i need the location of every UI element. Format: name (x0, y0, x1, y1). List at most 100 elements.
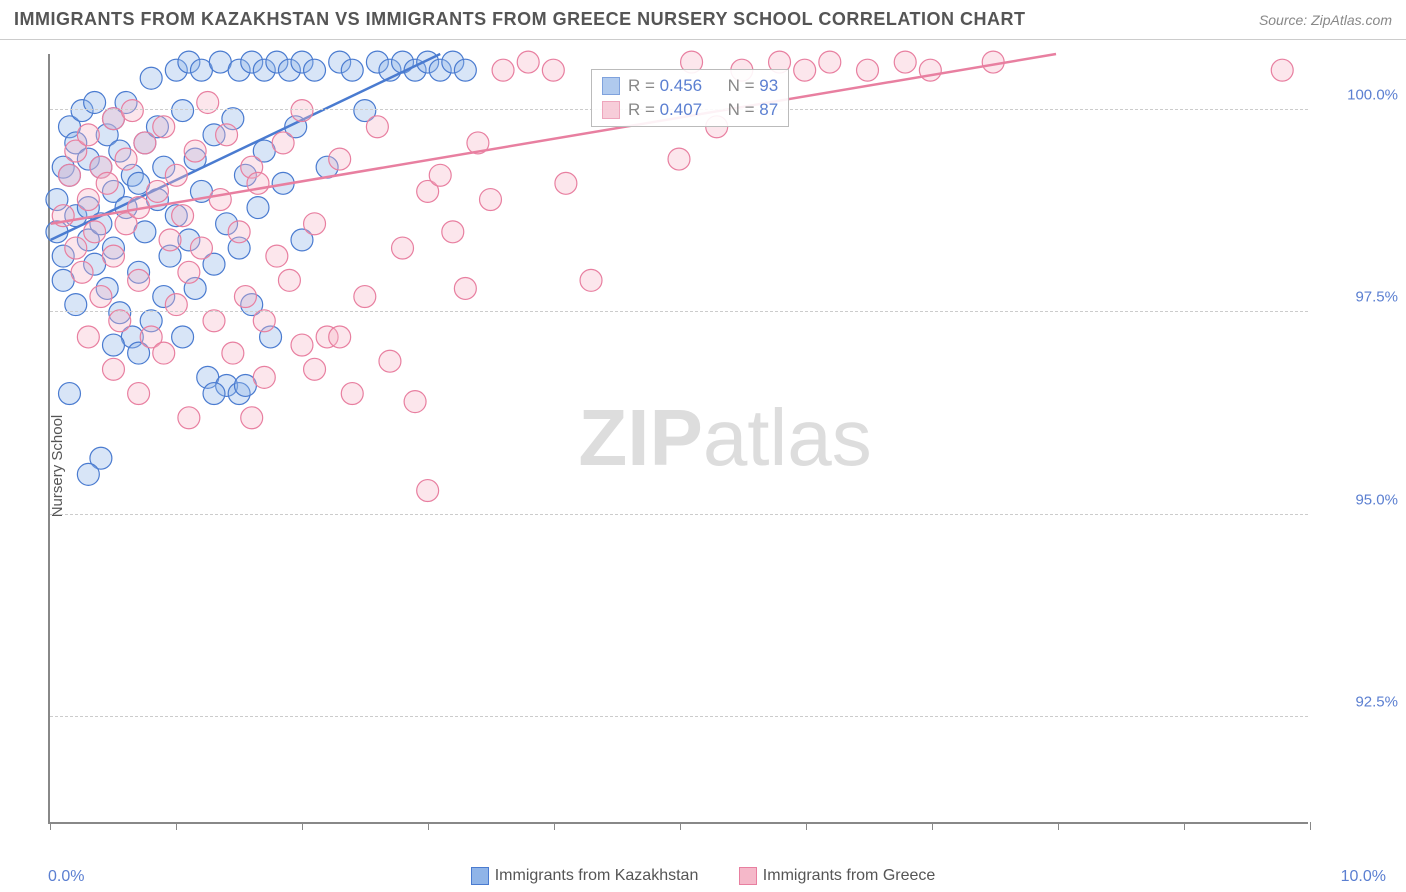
x-tick (1310, 822, 1311, 830)
data-point (366, 116, 388, 138)
data-point (442, 221, 464, 243)
data-point (222, 342, 244, 364)
legend-n-label: N = 93 (728, 76, 779, 96)
legend-label-1: Immigrants from Kazakhstan (495, 867, 699, 885)
data-point (59, 164, 81, 186)
data-point (247, 197, 269, 219)
data-point (71, 261, 93, 283)
data-point (197, 92, 219, 114)
data-point (178, 407, 200, 429)
data-point (228, 221, 250, 243)
data-point (304, 358, 326, 380)
legend-stats-row: R = 0.407 N = 87 (602, 98, 778, 122)
data-point (128, 269, 150, 291)
data-point (121, 100, 143, 122)
data-point (291, 100, 313, 122)
legend-bottom: Immigrants from Kazakhstan Immigrants fr… (0, 867, 1406, 890)
data-point (109, 310, 131, 332)
data-point (77, 463, 99, 485)
gridline (50, 716, 1308, 717)
data-point (794, 59, 816, 81)
data-point (77, 189, 99, 211)
data-point (291, 334, 313, 356)
data-point (417, 480, 439, 502)
data-point (77, 124, 99, 146)
data-point (59, 383, 81, 405)
data-point (165, 164, 187, 186)
legend-swatch (602, 77, 620, 95)
data-point (65, 294, 87, 316)
x-tick (554, 822, 555, 830)
legend-swatch-2 (739, 867, 757, 885)
data-point (341, 383, 363, 405)
data-point (172, 100, 194, 122)
x-tick (176, 822, 177, 830)
data-point (159, 229, 181, 251)
data-point (216, 124, 238, 146)
data-point (555, 172, 577, 194)
plot-area: ZIPatlas R = 0.456 N = 93 R = 0.407 N = … (48, 54, 1308, 824)
data-point (266, 245, 288, 267)
data-point (190, 237, 212, 259)
data-point (178, 261, 200, 283)
data-point (65, 237, 87, 259)
y-tick-label: 100.0% (1347, 86, 1398, 103)
legend-n-label: N = 87 (728, 100, 779, 120)
data-point (140, 67, 162, 89)
x-tick (50, 822, 51, 830)
data-point (919, 59, 941, 81)
data-point (165, 294, 187, 316)
data-point (1271, 59, 1293, 81)
data-point (492, 59, 514, 81)
y-tick-label: 95.0% (1355, 491, 1398, 508)
data-point (172, 326, 194, 348)
data-point (668, 148, 690, 170)
data-point (480, 189, 502, 211)
data-point (103, 358, 125, 380)
x-tick (1184, 822, 1185, 830)
data-point (304, 213, 326, 235)
data-point (209, 189, 231, 211)
data-point (304, 59, 326, 81)
data-point (517, 51, 539, 73)
source-label: Source: ZipAtlas.com (1259, 12, 1392, 28)
data-point (329, 148, 351, 170)
legend-stats: R = 0.456 N = 93 R = 0.407 N = 87 (591, 69, 789, 127)
data-point (253, 366, 275, 388)
legend-swatch-1 (471, 867, 489, 885)
data-point (84, 92, 106, 114)
data-point (894, 51, 916, 73)
data-point (203, 310, 225, 332)
data-point (253, 310, 275, 332)
data-point (392, 237, 414, 259)
data-point (115, 148, 137, 170)
data-point (272, 132, 294, 154)
data-point (203, 383, 225, 405)
data-point (103, 245, 125, 267)
x-tick (680, 822, 681, 830)
data-point (128, 383, 150, 405)
legend-swatch (602, 101, 620, 119)
data-point (429, 164, 451, 186)
data-point (146, 180, 168, 202)
data-point (542, 59, 564, 81)
x-tick (932, 822, 933, 830)
data-point (172, 205, 194, 227)
gridline (50, 514, 1308, 515)
scatter-svg (50, 54, 1308, 822)
x-tick (806, 822, 807, 830)
legend-label-2: Immigrants from Greece (763, 867, 935, 885)
data-point (857, 59, 879, 81)
gridline (50, 311, 1308, 312)
legend-stats-row: R = 0.456 N = 93 (602, 74, 778, 98)
data-point (234, 286, 256, 308)
data-point (84, 221, 106, 243)
chart-area: Nursery School ZIPatlas R = 0.456 N = 93… (0, 40, 1406, 892)
y-tick-label: 92.5% (1355, 694, 1398, 711)
data-point (580, 269, 602, 291)
data-point (90, 286, 112, 308)
x-tick (1058, 822, 1059, 830)
data-point (341, 59, 363, 81)
legend-r-label: R = 0.456 (628, 76, 702, 96)
data-point (241, 407, 263, 429)
